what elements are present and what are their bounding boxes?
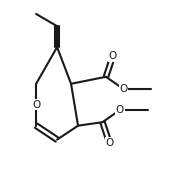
Text: O: O	[116, 105, 124, 115]
Text: O: O	[119, 84, 128, 94]
Text: O: O	[109, 51, 117, 61]
Text: O: O	[32, 100, 40, 110]
Text: O: O	[105, 138, 114, 148]
